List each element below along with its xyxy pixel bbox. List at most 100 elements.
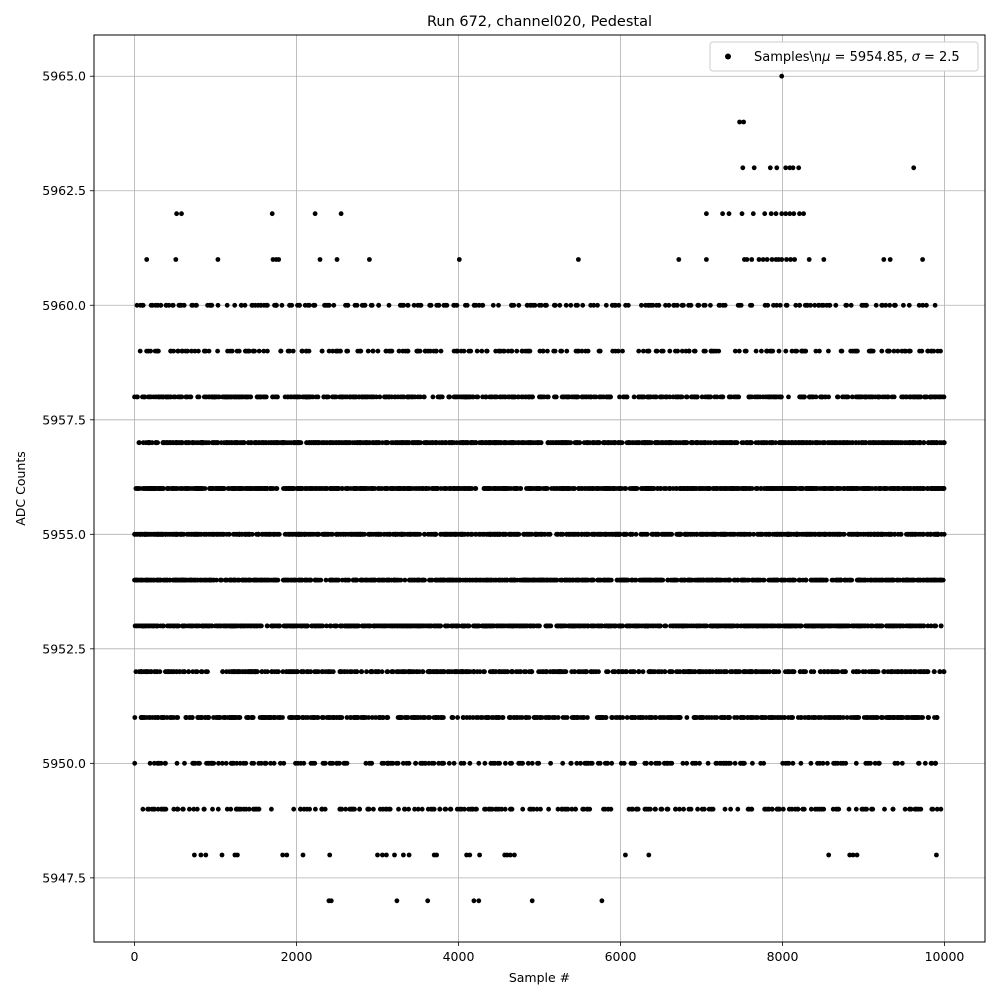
data-point xyxy=(675,669,681,675)
data-point xyxy=(453,669,459,675)
data-point xyxy=(631,669,637,675)
data-point xyxy=(271,531,276,537)
data-point xyxy=(624,577,629,583)
data-point xyxy=(453,531,458,537)
data-point xyxy=(867,486,873,491)
data-point xyxy=(863,531,868,537)
data-point xyxy=(154,623,160,629)
data-point xyxy=(593,669,599,675)
data-point xyxy=(722,440,728,446)
data-point xyxy=(678,486,683,491)
data-point xyxy=(730,531,736,537)
data-point xyxy=(468,440,474,446)
data-point xyxy=(248,577,254,583)
data-point xyxy=(444,623,450,629)
data-point xyxy=(666,531,672,537)
data-point xyxy=(857,623,863,629)
data-point xyxy=(933,440,939,446)
data-point xyxy=(766,577,772,583)
data-point xyxy=(547,577,552,583)
data-point xyxy=(437,623,443,629)
data-point xyxy=(688,531,694,537)
data-point xyxy=(887,531,892,537)
data-point xyxy=(137,440,142,446)
data-point xyxy=(550,577,556,583)
data-point xyxy=(327,623,333,629)
data-point xyxy=(303,577,309,583)
data-point xyxy=(256,440,262,446)
data-point xyxy=(873,577,879,583)
data-point xyxy=(880,531,886,537)
data-point xyxy=(740,577,746,583)
data-point xyxy=(757,669,763,675)
data-point xyxy=(144,669,149,675)
data-point xyxy=(647,440,652,446)
data-point xyxy=(313,577,318,583)
data-point xyxy=(635,623,640,629)
data-point xyxy=(848,486,854,491)
data-point xyxy=(581,577,587,583)
data-point xyxy=(284,577,290,583)
data-point xyxy=(884,623,889,629)
data-point xyxy=(332,440,337,446)
data-point xyxy=(161,486,166,491)
data-point xyxy=(576,623,582,629)
data-point xyxy=(334,623,339,629)
data-point xyxy=(596,440,602,446)
data-point xyxy=(162,440,168,446)
data-point xyxy=(893,623,898,629)
data-point xyxy=(636,440,642,446)
data-point xyxy=(362,623,367,629)
data-point xyxy=(774,531,780,537)
data-point xyxy=(847,440,853,446)
data-point xyxy=(678,440,683,446)
data-point xyxy=(234,623,239,629)
data-point xyxy=(492,577,498,583)
data-point xyxy=(173,577,179,583)
data-point xyxy=(352,531,358,537)
data-point xyxy=(395,669,401,675)
data-point xyxy=(344,623,350,629)
data-point xyxy=(146,577,151,583)
data-point xyxy=(380,577,386,583)
data-point xyxy=(611,623,617,629)
data-point xyxy=(691,486,697,491)
data-point xyxy=(427,577,432,583)
data-point xyxy=(451,486,456,491)
data-point xyxy=(145,531,151,537)
data-point xyxy=(737,531,743,537)
data-point xyxy=(577,440,582,446)
data-point xyxy=(848,531,854,537)
data-point xyxy=(497,486,503,491)
data-point xyxy=(262,669,268,675)
data-point xyxy=(149,623,155,629)
data-point xyxy=(652,440,658,446)
data-point xyxy=(663,440,669,446)
data-point xyxy=(596,531,602,537)
data-point xyxy=(317,486,322,491)
data-point xyxy=(344,669,350,675)
data-point xyxy=(376,486,382,491)
data-point xyxy=(629,577,635,583)
data-point xyxy=(230,623,236,629)
data-point xyxy=(566,440,572,446)
data-point xyxy=(292,623,298,629)
data-point xyxy=(873,623,879,629)
data-point xyxy=(377,577,382,583)
data-point xyxy=(335,577,341,583)
data-point xyxy=(712,440,718,446)
data-point xyxy=(178,531,183,537)
data-point xyxy=(146,440,151,446)
data-point xyxy=(818,623,824,629)
data-point xyxy=(410,531,416,537)
data-point xyxy=(611,531,617,537)
data-point xyxy=(941,486,947,491)
data-point xyxy=(749,486,755,491)
data-point xyxy=(838,577,844,583)
data-points xyxy=(132,73,947,904)
data-point xyxy=(938,623,944,629)
data-point xyxy=(576,486,582,491)
data-point xyxy=(274,486,280,491)
data-point xyxy=(549,486,554,491)
data-point xyxy=(908,531,913,537)
